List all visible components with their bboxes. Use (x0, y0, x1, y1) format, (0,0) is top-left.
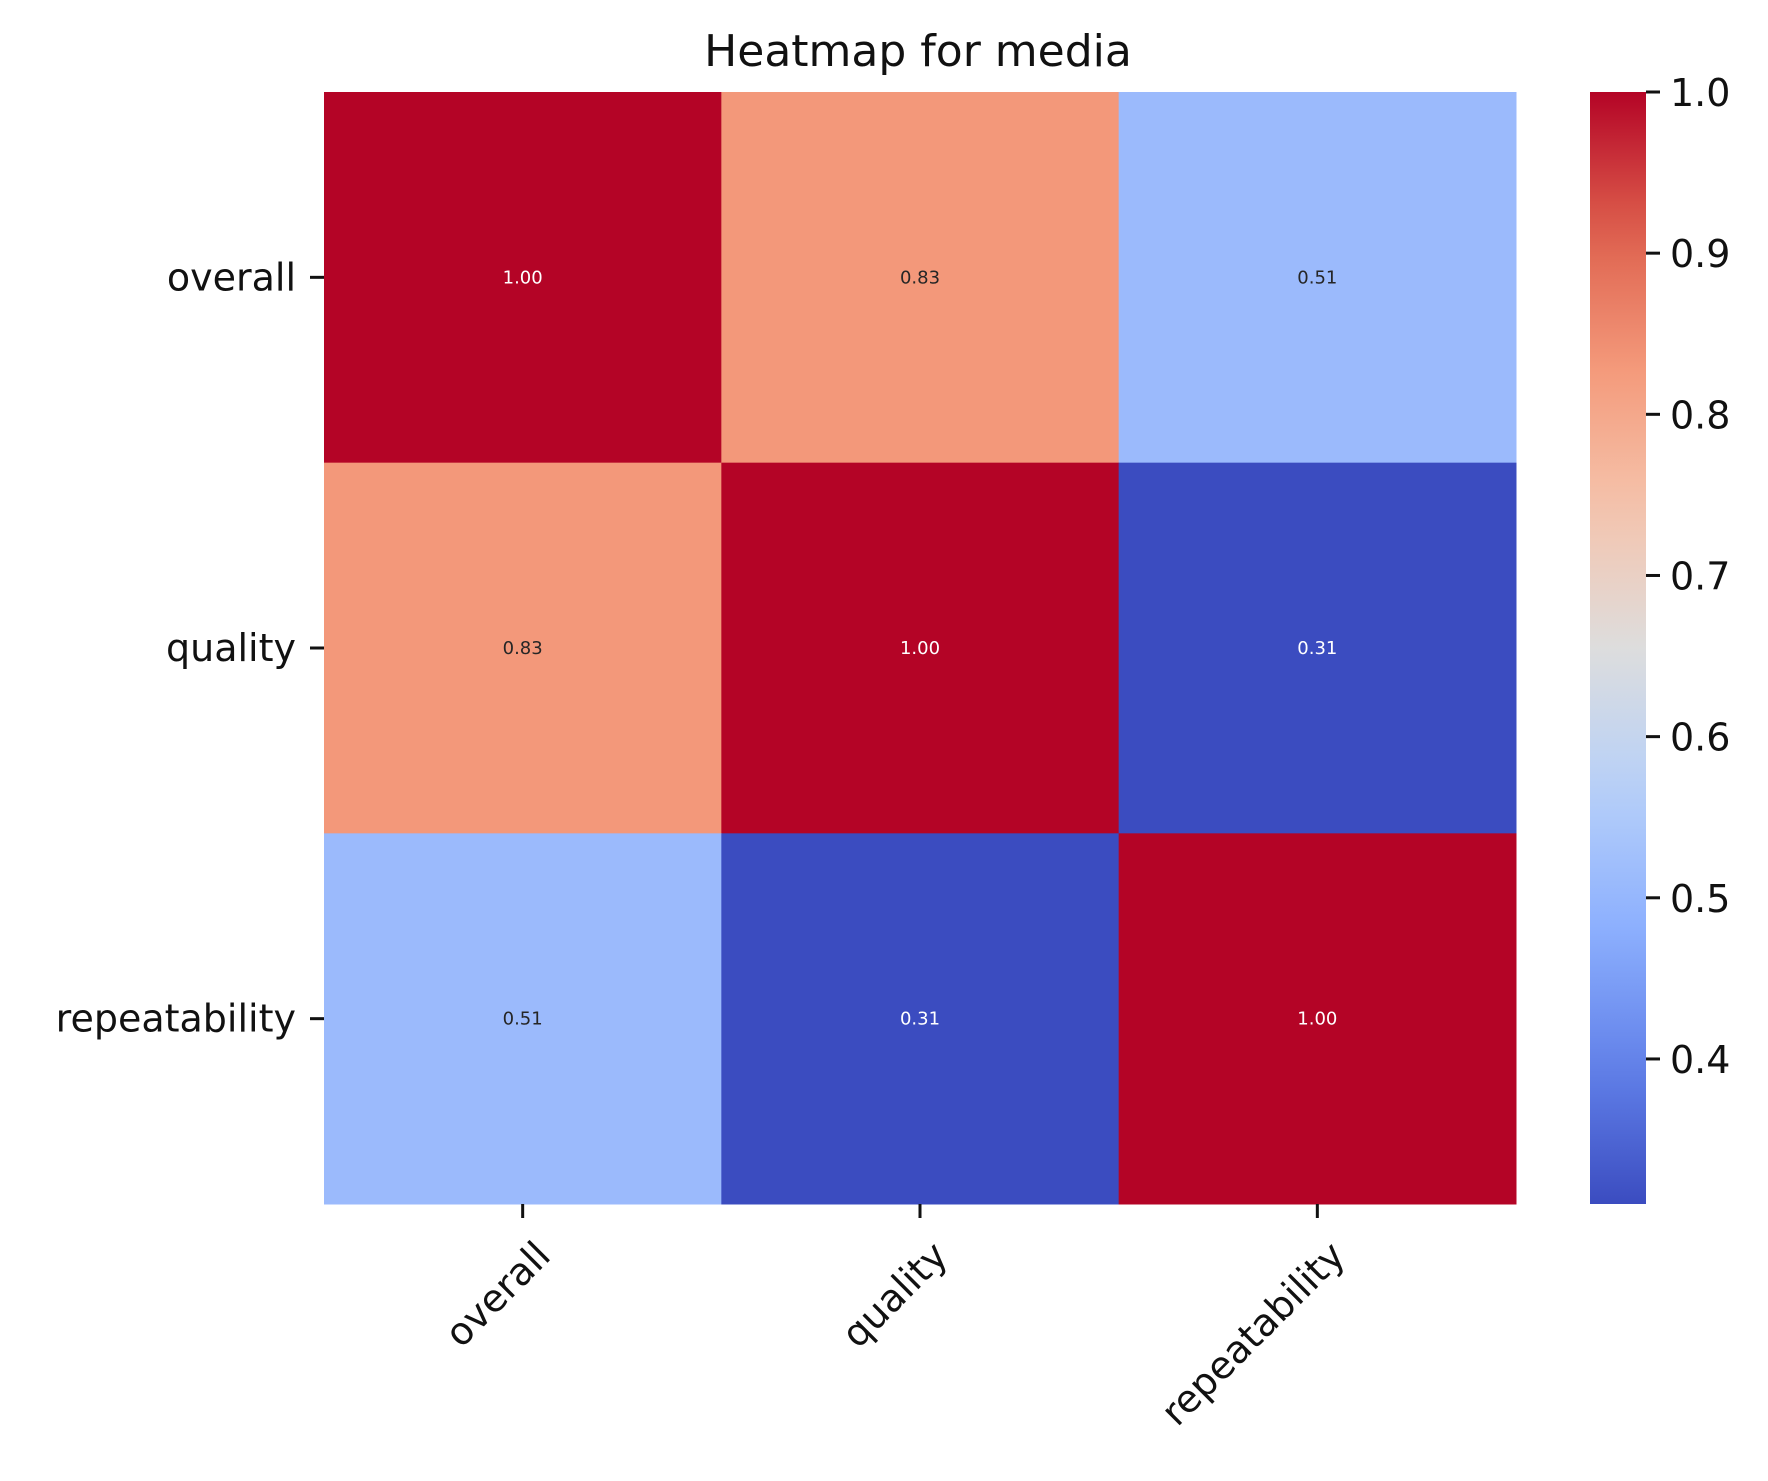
cell-value-label: 0.83 (503, 638, 543, 659)
heatmap-cells (324, 92, 1517, 1205)
y-tick-label: repeatability (56, 997, 296, 1041)
colorbar-tick-label: 0.8 (1670, 393, 1730, 437)
y-tick-label: overall (167, 255, 296, 299)
colorbar-gradient (1590, 92, 1646, 1204)
colorbar-tick-label: 0.5 (1670, 877, 1730, 921)
cell-value-label: 0.31 (1297, 638, 1337, 659)
colorbar-tick-label: 0.4 (1670, 1038, 1730, 1082)
colorbar-tick-label: 0.6 (1670, 716, 1730, 760)
heatmap-cell (1118, 462, 1517, 834)
x-axis: overall quality repeatability (436, 1204, 1353, 1434)
colorbar-tick-label: 1.0 (1670, 71, 1730, 115)
x-tick-label: repeatability (1152, 1233, 1353, 1434)
cell-value-labels: 1.00 0.83 0.51 0.83 1.00 0.31 0.51 0.31 1.00 (503, 267, 1338, 1029)
cell-value-label: 1.00 (503, 267, 543, 288)
cell-value-label: 0.83 (900, 267, 940, 288)
chart-title: Heatmap for media (704, 26, 1132, 77)
cell-value-label: 0.51 (1297, 267, 1337, 288)
cell-value-label: 0.31 (900, 1009, 940, 1030)
colorbar: 0.4 0.5 0.6 0.7 0.8 0.9 1.0 (1590, 71, 1730, 1204)
heatmap-cell (1118, 833, 1517, 1205)
y-axis: overall quality repeatability (56, 255, 324, 1041)
heatmap-cell (324, 92, 722, 464)
heatmap-cell (1118, 92, 1517, 464)
heatmap-cell (721, 833, 1120, 1205)
heatmap-cell (324, 833, 722, 1205)
colorbar-tick-label: 0.9 (1670, 232, 1730, 276)
cell-value-label: 1.00 (900, 638, 940, 659)
colorbar-tick-label: 0.7 (1670, 554, 1730, 598)
cell-value-label: 0.51 (503, 1009, 543, 1030)
heatmap-cell (721, 462, 1120, 834)
cell-value-label: 1.00 (1297, 1009, 1337, 1030)
heatmap-cell (324, 462, 722, 834)
x-tick-label: overall (436, 1233, 558, 1355)
heatmap-cell (721, 92, 1120, 464)
y-tick-label: quality (166, 626, 296, 670)
x-tick-label: quality (833, 1233, 956, 1356)
